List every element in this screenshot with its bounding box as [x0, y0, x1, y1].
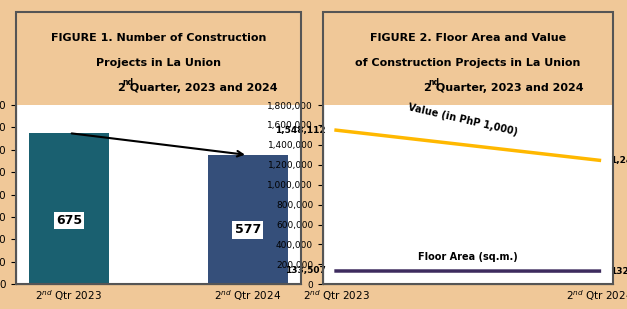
Text: 675: 675	[56, 214, 82, 227]
Text: Floor Area (sq.m.): Floor Area (sq.m.)	[418, 252, 518, 262]
Text: 1,548,112: 1,548,112	[275, 126, 325, 135]
Text: 577: 577	[234, 223, 261, 236]
Text: Value (in PhP 1,000): Value (in PhP 1,000)	[407, 102, 519, 137]
Text: Projects in La Union: Projects in La Union	[96, 58, 221, 68]
Text: of Construction Projects in La Union: of Construction Projects in La Union	[355, 58, 581, 68]
Text: Quarter, 2023 and 2024: Quarter, 2023 and 2024	[431, 83, 583, 93]
Text: nd: nd	[428, 78, 439, 87]
Text: 132,670: 132,670	[610, 267, 627, 276]
Text: Quarter, 2023 and 2024: Quarter, 2023 and 2024	[125, 83, 277, 93]
Text: 2: 2	[117, 83, 125, 93]
Text: 133,507: 133,507	[285, 266, 325, 276]
Text: 2: 2	[423, 83, 431, 93]
Text: 1,245,101: 1,245,101	[610, 156, 627, 165]
Bar	[208, 155, 288, 284]
Text: nd: nd	[122, 78, 133, 87]
Text: FIGURE 1. Number of Construction: FIGURE 1. Number of Construction	[51, 33, 266, 43]
Bar	[29, 133, 109, 284]
Text: FIGURE 2. Floor Area and Value: FIGURE 2. Floor Area and Value	[370, 33, 566, 43]
